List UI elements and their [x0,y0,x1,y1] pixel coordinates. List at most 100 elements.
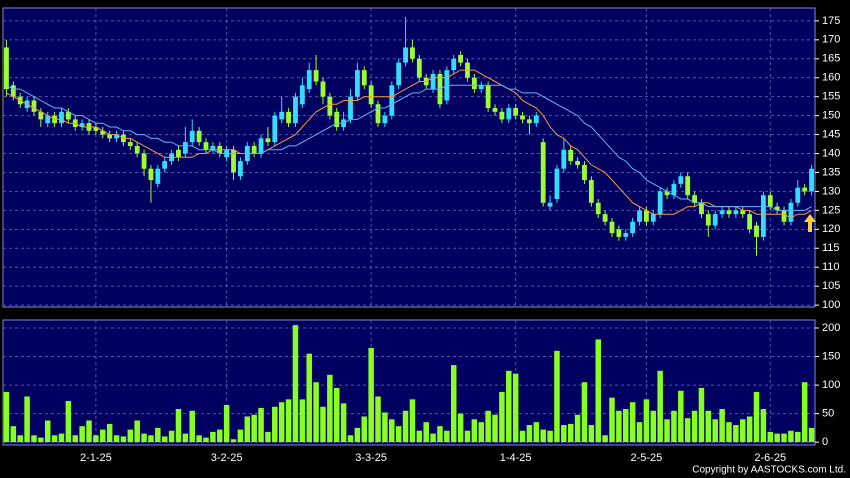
volume-bar [808,427,815,443]
candle-body [93,126,99,131]
volume-bar [347,435,354,443]
volume-bar [691,410,698,443]
candle-body [623,233,629,237]
candle-body [127,142,133,146]
candle-body [176,149,181,158]
candle-body [485,85,491,109]
candle-body [100,130,106,135]
volume-bar [320,406,326,443]
volume-bar [24,396,30,443]
candle-body [788,202,794,222]
volume-bar [506,370,512,443]
volume-bar [657,370,663,443]
volume-bar [65,401,72,443]
volume-bar [423,422,429,443]
candle-body [354,70,360,97]
volume-bar [210,431,216,443]
volume-bar [148,435,154,443]
candle-body [747,214,753,230]
volume-bar [581,382,588,443]
candle-body [478,85,484,90]
y-tick-label: 0 [822,436,828,448]
y-tick-label: 170 [822,34,840,46]
volume-bar [327,374,333,443]
volume-bar [567,423,574,443]
candle-body [299,85,305,105]
candle-body [705,214,711,226]
volume-bar [389,419,395,443]
y-tick-label: 160 [822,72,840,84]
candle-body [107,134,113,139]
volume-bar [189,410,195,443]
volume-bar [526,425,533,443]
volume-bar [141,433,147,443]
volume-bar [712,419,718,443]
candle-body [265,138,271,143]
candle-body [251,145,257,154]
candle-body [141,153,147,169]
volume-bar [272,406,278,443]
volume-bar [753,391,760,443]
volume-bar [79,426,85,443]
candle-body [306,70,312,90]
candle-body [781,210,787,222]
volume-bar [719,409,725,443]
plot-layer: 100 105 110 115 120 125 130 135 140 145 150 155 160 1… [3,8,840,464]
volume-bar [175,409,182,443]
volume-bar [278,402,285,443]
volume-bar [44,420,51,443]
candle-body [740,210,746,215]
candle-body [382,115,388,124]
y-tick-label: 50 [822,408,834,420]
volume-bar [86,420,92,443]
volume-bar [17,435,23,443]
candle-body [114,134,119,139]
candle-body [575,161,581,165]
volume-bar [120,436,127,443]
volume-bar [430,433,436,443]
volume-bar [609,397,615,443]
candle-body [582,164,587,181]
volume-bar [354,427,361,443]
y-tick-label: 175 [822,15,840,27]
volume-bar [113,435,120,443]
candle-body [499,111,505,120]
volume-bar [795,431,801,443]
volume-bar [671,410,677,443]
volume-bar [155,427,161,443]
y-tick-label: 115 [822,242,840,254]
volume-bar [375,396,381,443]
volume-bar [409,399,416,443]
y-tick-label: 155 [822,91,840,103]
volume-bar [540,429,546,443]
volume-bar [574,414,581,443]
y-tick-label: 150 [822,350,840,362]
volume-bar [629,402,636,443]
volume-bar [100,429,106,443]
candle-body [237,161,243,177]
candle-body [616,229,622,237]
candle-body [162,161,168,169]
volume-bar [547,430,553,443]
candle-body [774,206,780,211]
volume-bar [774,433,780,443]
y-tick-label: 130 [822,185,840,197]
volume-bar [361,416,368,443]
volume-bar [554,350,560,443]
candle-body [451,58,457,71]
candle-body [712,214,718,226]
candle-body [416,58,422,78]
volume-bar [395,426,402,443]
candle-body [458,54,464,63]
volume-bar [237,429,244,443]
volume-bar [464,430,471,443]
candle-body [685,176,691,196]
volume-bar [161,436,168,443]
candle-body [196,130,202,143]
candle-body [719,210,725,215]
x-tick-label: 2-5-25 [631,452,663,464]
candle-body [368,85,374,105]
candle-body [692,195,697,203]
volume-bar [402,410,409,443]
